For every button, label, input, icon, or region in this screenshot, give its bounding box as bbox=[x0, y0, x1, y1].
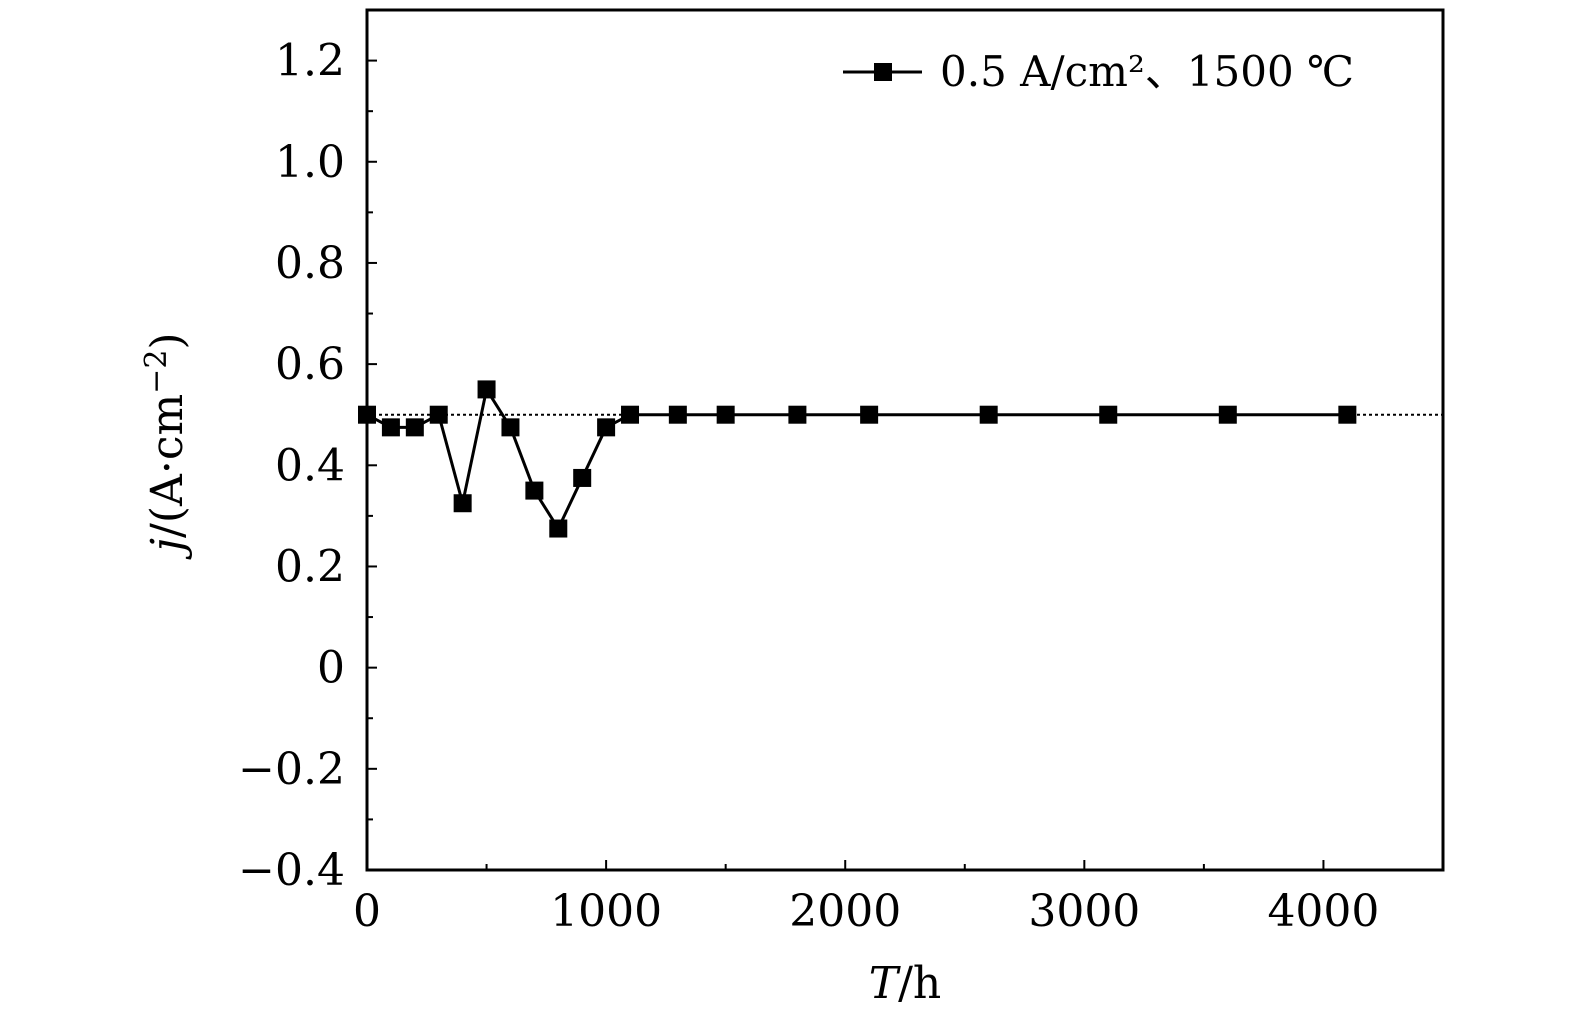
y-tick-label: −0.2 bbox=[238, 744, 345, 795]
y-tick-label: 0.4 bbox=[275, 440, 345, 491]
data-point bbox=[501, 418, 520, 437]
x-tick-label: 2000 bbox=[789, 886, 901, 937]
y-tick-label: −0.4 bbox=[238, 845, 345, 896]
data-point bbox=[1338, 405, 1357, 424]
y-tick-label: 0.2 bbox=[275, 541, 345, 592]
data-point bbox=[405, 418, 424, 437]
data-point bbox=[429, 405, 448, 424]
y-tick-label: 0.6 bbox=[275, 339, 345, 390]
data-point bbox=[381, 418, 400, 437]
x-tick-label: 4000 bbox=[1267, 886, 1379, 937]
series-group bbox=[358, 380, 1357, 538]
data-point bbox=[716, 405, 735, 424]
y-tick-label: 0 bbox=[317, 643, 345, 694]
data-point bbox=[573, 468, 592, 487]
y-axis-label-close: ) bbox=[142, 332, 193, 349]
x-axis-label-var: T bbox=[869, 958, 902, 1009]
data-point bbox=[1099, 405, 1118, 424]
y-tick-label: 0.8 bbox=[275, 238, 345, 289]
data-point bbox=[860, 405, 879, 424]
legend-marker bbox=[874, 63, 892, 81]
legend-label: 0.5 A/cm²、1500 ℃ bbox=[940, 47, 1354, 96]
data-point bbox=[597, 418, 616, 437]
y-axis-label: j/(A·cm−2) bbox=[139, 332, 193, 560]
y-axis-label-exponent: −2 bbox=[139, 350, 174, 394]
data-point bbox=[549, 519, 568, 538]
data-point bbox=[525, 481, 544, 500]
y-tick-label: 1.2 bbox=[275, 36, 345, 87]
x-axis-ticks: 0 1000 2000 3000 4000 bbox=[353, 860, 1379, 937]
data-point bbox=[668, 405, 687, 424]
x-axis-label: T/h bbox=[869, 958, 942, 1009]
x-axis-label-unit: /h bbox=[898, 958, 941, 1009]
y-tick-label: 1.0 bbox=[275, 137, 345, 188]
data-point bbox=[979, 405, 998, 424]
data-point bbox=[453, 494, 472, 513]
data-point bbox=[1218, 405, 1237, 424]
y-axis-label-var: j bbox=[142, 538, 193, 561]
x-tick-label: 1000 bbox=[550, 886, 662, 937]
data-point bbox=[358, 405, 376, 424]
legend: 0.5 A/cm²、1500 ℃ bbox=[843, 47, 1354, 96]
y-axis-ticks: −0.4 −0.2 0 0.2 0.4 0.6 0.8 1.0 1.2 bbox=[238, 9, 377, 896]
x-tick-label: 3000 bbox=[1028, 886, 1140, 937]
x-tick-label: 0 bbox=[353, 886, 381, 937]
data-point bbox=[477, 380, 496, 399]
plot-area bbox=[365, 8, 1445, 872]
series-line bbox=[366, 385, 1348, 532]
data-point bbox=[621, 405, 640, 424]
y-axis-label-unit: /(A·cm bbox=[142, 394, 193, 538]
data-point bbox=[788, 405, 807, 424]
